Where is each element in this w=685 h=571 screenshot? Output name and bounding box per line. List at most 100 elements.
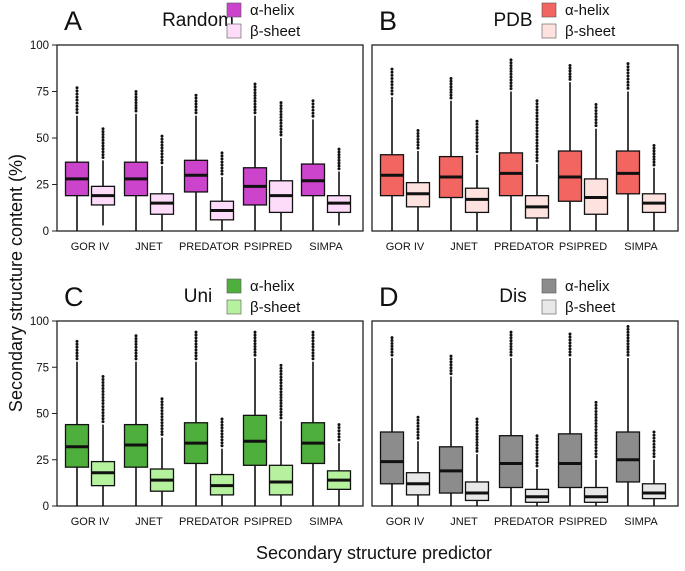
outlier-point xyxy=(390,92,394,96)
outlier-point xyxy=(535,129,539,133)
outlier-point xyxy=(134,103,138,107)
y-tick-label: 0 xyxy=(43,226,49,238)
outlier-point xyxy=(311,102,315,106)
box-helix xyxy=(242,82,268,231)
outlier-point xyxy=(449,93,453,97)
outlier-point xyxy=(449,88,453,92)
box-sheet xyxy=(268,101,294,231)
legend-swatch xyxy=(226,2,242,18)
plot-frame xyxy=(371,320,679,507)
x-tick-label: SIMPA xyxy=(309,516,343,528)
outlier-point xyxy=(626,336,630,340)
panel-c: 0 25 50 75 100 GOR IV JNET PREDATOR PSIPRED SIMPA… xyxy=(30,278,364,528)
outlier-point xyxy=(160,140,164,144)
outlier-point xyxy=(390,341,394,345)
iqr-box xyxy=(583,486,609,503)
panel-letter: C xyxy=(64,282,84,312)
y-tick-label: 100 xyxy=(30,40,49,52)
outlier-point xyxy=(652,439,656,443)
outlier-point xyxy=(75,95,79,99)
outlier-point xyxy=(594,440,598,444)
outlier-point xyxy=(279,375,283,379)
outlier-point xyxy=(160,152,164,156)
outlier-point xyxy=(509,342,513,346)
outlier-point xyxy=(475,138,479,142)
legend-label: β-sheet xyxy=(565,23,616,40)
x-tick-label: JNET xyxy=(135,516,163,528)
x-tick-label: PSIPRED xyxy=(244,516,292,528)
outlier-point xyxy=(390,83,394,87)
legend-label: α-helix xyxy=(250,2,295,19)
outlier-point xyxy=(568,353,572,357)
outlier-point xyxy=(509,67,513,71)
outlier-point xyxy=(535,114,539,118)
outlier-point xyxy=(535,111,539,115)
outlier-point xyxy=(253,88,257,92)
outlier-point xyxy=(416,418,420,422)
outlier-point xyxy=(337,426,341,430)
outlier-point xyxy=(220,435,224,439)
outlier-point xyxy=(253,330,257,334)
outlier-point xyxy=(568,332,572,336)
outlier-point xyxy=(253,344,257,348)
outlier-point xyxy=(279,398,283,402)
outlier-point xyxy=(220,438,224,442)
iqr-box xyxy=(268,464,294,496)
outlier-point xyxy=(449,357,453,361)
outlier-point xyxy=(194,336,198,340)
outlier-point xyxy=(194,96,198,100)
outlier-point xyxy=(475,429,479,433)
outlier-point xyxy=(75,111,79,115)
outlier-point xyxy=(220,441,224,445)
outlier-point xyxy=(134,345,138,349)
outlier-point xyxy=(652,452,656,456)
outlier-point xyxy=(535,102,539,106)
outlier-point xyxy=(220,432,224,436)
outlier-point xyxy=(253,94,257,98)
box-sheet xyxy=(268,363,294,506)
box-sheet xyxy=(90,375,116,506)
outlier-point xyxy=(134,98,138,102)
box-helix xyxy=(498,58,524,231)
outlier-point xyxy=(652,455,656,459)
outlier-point xyxy=(101,141,105,145)
outlier-point xyxy=(416,430,420,434)
box-helix xyxy=(183,330,209,506)
outlier-point xyxy=(134,334,138,338)
outlier-point xyxy=(568,335,572,339)
box-sheet xyxy=(583,400,609,506)
outlier-point xyxy=(475,420,479,424)
outlier-point xyxy=(75,354,79,358)
iqr-box xyxy=(615,431,641,483)
outlier-point xyxy=(134,101,138,105)
outlier-point xyxy=(279,124,283,128)
outlier-point xyxy=(101,135,105,139)
outlier-point xyxy=(416,433,420,437)
outlier-point xyxy=(594,443,598,447)
outlier-point xyxy=(390,89,394,93)
outlier-point xyxy=(160,134,164,138)
outlier-point xyxy=(475,449,479,453)
outlier-point xyxy=(390,80,394,84)
outlier-point xyxy=(101,414,105,418)
outlier-point xyxy=(509,350,513,354)
x-tick-label: GOR IV xyxy=(386,241,425,253)
outlier-point xyxy=(568,350,572,354)
outlier-point xyxy=(160,421,164,425)
outlier-point xyxy=(101,150,105,154)
outlier-point xyxy=(253,339,257,343)
outlier-point xyxy=(509,78,513,82)
outlier-point xyxy=(594,455,598,459)
outlier-point xyxy=(337,164,341,168)
outlier-point xyxy=(279,107,283,111)
outlier-point xyxy=(75,89,79,93)
outlier-point xyxy=(101,396,105,400)
outlier-point xyxy=(220,154,224,158)
outlier-point xyxy=(626,333,630,337)
iqr-box xyxy=(557,433,583,489)
outlier-point xyxy=(220,172,224,176)
outlier-point xyxy=(626,83,630,87)
outlier-point xyxy=(475,122,479,126)
outlier-point xyxy=(594,400,598,404)
outlier-point xyxy=(594,415,598,419)
